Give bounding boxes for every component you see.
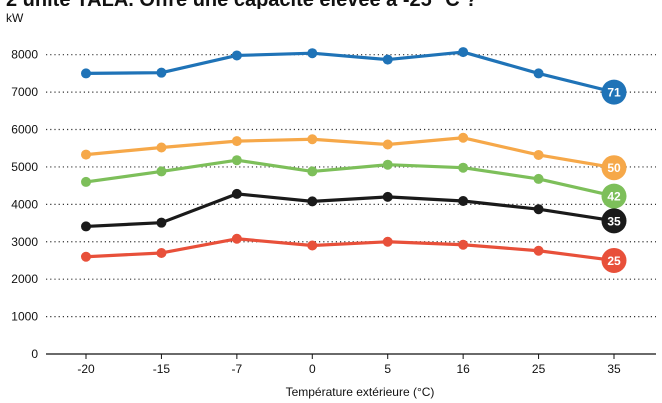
series-line: [85, 192, 615, 229]
series-line: [85, 237, 615, 263]
end-badge-circle: [601, 155, 627, 181]
data-point: [533, 245, 544, 256]
end-badge-label: 25: [607, 254, 621, 268]
end-badge: 35: [601, 208, 627, 234]
series-71: [81, 47, 615, 94]
x-tick-label: 5: [384, 362, 391, 376]
end-badge-label: 50: [607, 161, 621, 175]
x-tick-label: 25: [532, 362, 546, 376]
data-point: [382, 54, 393, 65]
data-point: [458, 47, 469, 58]
x-axis-title: Température extérieure (°C): [286, 385, 435, 399]
end-badge-label: 71: [607, 86, 621, 100]
x-tick-label: 0: [309, 362, 316, 376]
axes: 0 1000 2000 3000 4000 5000 6000 7000 8000 -20 -15 -…: [11, 48, 656, 376]
x-tick-label: 16: [456, 362, 470, 376]
y-tick-label: 7000: [11, 85, 38, 99]
data-point: [307, 48, 318, 59]
data-point: [231, 50, 242, 61]
data-point: [382, 139, 393, 150]
y-tick-label: 8000: [11, 48, 38, 62]
series-35: [81, 188, 615, 232]
data-point: [156, 247, 167, 258]
data-point: [458, 162, 469, 173]
data-point: [231, 188, 242, 199]
data-point: [231, 136, 242, 147]
data-point: [307, 196, 318, 207]
end-badge-circle: [601, 247, 627, 273]
end-badge-circle: [601, 183, 627, 209]
end-badge: 25: [601, 247, 627, 273]
y-unit-label: kW: [6, 11, 24, 25]
y-tick-label: 4000: [11, 197, 38, 211]
data-point: [458, 195, 469, 206]
y-tick-label: 0: [31, 347, 38, 361]
end-badge-label: 42: [607, 190, 621, 204]
series-line: [85, 136, 615, 170]
y-tick-label: 6000: [11, 123, 38, 137]
data-point: [81, 251, 91, 262]
data-point: [458, 132, 469, 143]
series-line: [85, 50, 615, 94]
data-point: [533, 149, 544, 160]
data-point: [231, 233, 242, 244]
data-point: [533, 68, 544, 79]
data-point: [81, 68, 91, 79]
data-point: [382, 159, 393, 170]
end-badge: 42: [601, 183, 627, 209]
x-tick-label: 35: [607, 362, 621, 376]
series-line: [85, 158, 615, 198]
y-tick-label: 2000: [11, 272, 38, 286]
series-end-labels: 71 50 42 35 25: [601, 79, 627, 273]
end-badge: 71: [601, 79, 627, 105]
data-point: [156, 166, 167, 177]
data-point: [533, 204, 544, 215]
data-point: [81, 221, 91, 232]
data-point: [156, 142, 167, 153]
series-25: [81, 233, 615, 263]
x-tick-label: -20: [77, 362, 95, 376]
data-point: [81, 176, 91, 187]
end-badge-label: 35: [607, 214, 621, 228]
chart-title: 2 unité YALA. Offre une capacité élevée …: [6, 0, 526, 9]
data-point: [307, 240, 318, 251]
data-point: [81, 149, 91, 160]
data-point: [382, 191, 393, 202]
end-badge: 50: [601, 155, 627, 181]
data-point: [307, 166, 318, 177]
x-tick-label: -7: [232, 362, 243, 376]
y-tick-label: 1000: [11, 310, 38, 324]
end-badge-circle: [601, 79, 627, 105]
y-tick-label: 3000: [11, 235, 38, 249]
data-point: [307, 134, 318, 145]
x-tick-label: -15: [153, 362, 171, 376]
series-50: [81, 132, 615, 170]
y-tick-label: 5000: [11, 160, 38, 174]
series-lines: [81, 47, 615, 263]
data-point: [156, 67, 167, 78]
data-point: [458, 239, 469, 250]
data-point: [382, 236, 393, 247]
end-badge-circle: [601, 208, 627, 234]
data-point: [156, 217, 167, 228]
data-point: [533, 173, 544, 184]
data-point: [231, 155, 242, 166]
series-42: [81, 155, 615, 198]
gridlines: [46, 54, 656, 318]
